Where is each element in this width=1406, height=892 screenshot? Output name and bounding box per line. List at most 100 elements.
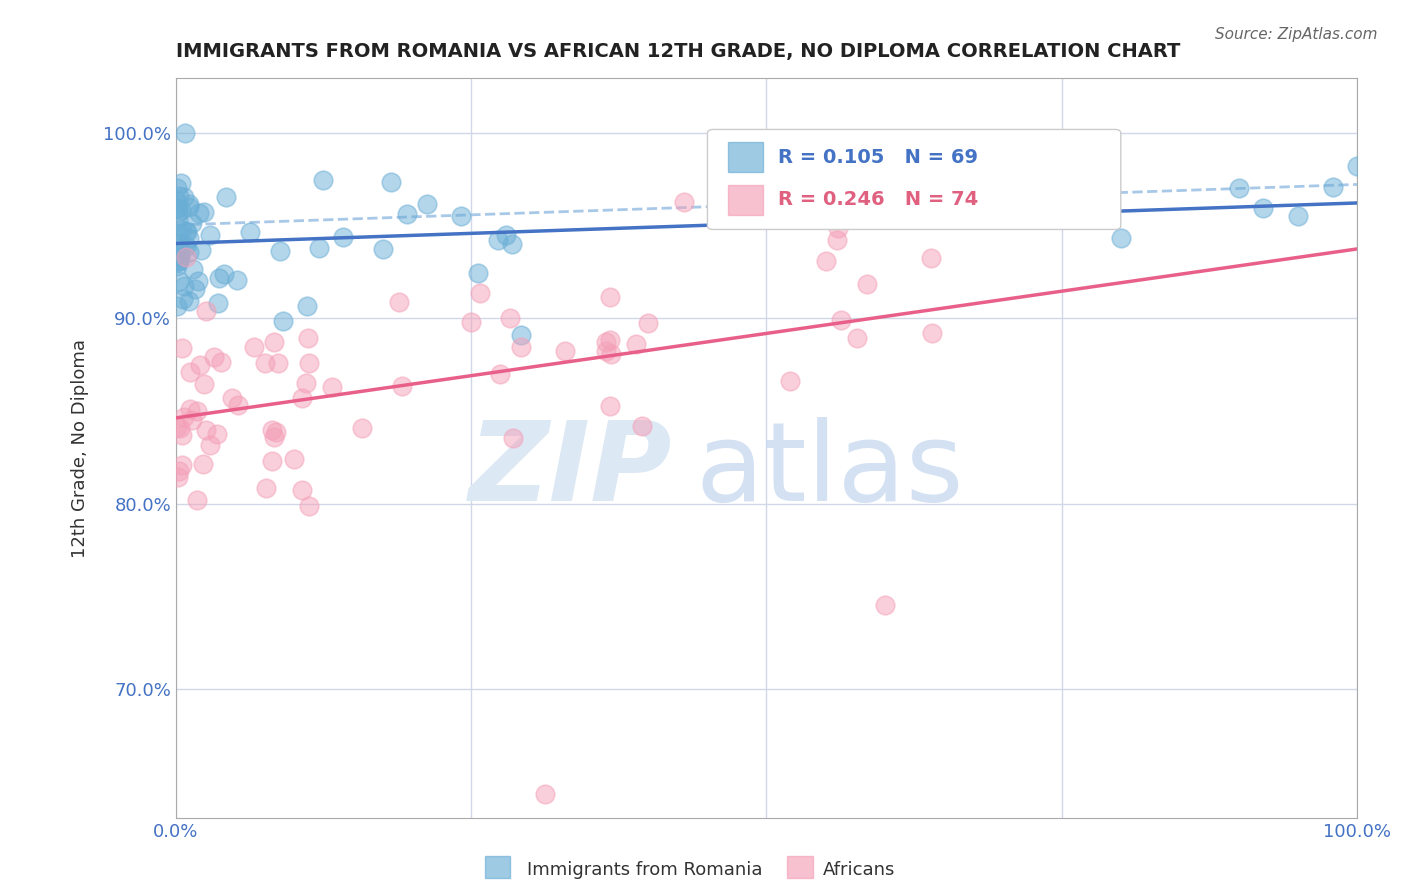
Point bbox=[166, 194, 188, 209]
Point bbox=[214, 190, 236, 204]
Point bbox=[205, 427, 228, 442]
Point bbox=[200, 438, 222, 452]
Point bbox=[263, 430, 285, 444]
Point bbox=[631, 418, 654, 433]
Point bbox=[291, 483, 314, 498]
Text: R = 0.105   N = 69: R = 0.105 N = 69 bbox=[779, 148, 979, 167]
Point bbox=[269, 244, 291, 258]
Text: atlas: atlas bbox=[696, 417, 965, 524]
Point bbox=[169, 421, 191, 435]
Point bbox=[510, 340, 533, 354]
Point bbox=[208, 271, 231, 285]
Point bbox=[170, 202, 193, 217]
Point bbox=[920, 251, 942, 265]
Y-axis label: 12th Grade, No Diploma: 12th Grade, No Diploma bbox=[72, 339, 89, 558]
Point bbox=[221, 391, 243, 405]
Point bbox=[193, 377, 215, 392]
Point bbox=[179, 200, 201, 214]
Point bbox=[253, 356, 276, 370]
Point bbox=[167, 213, 190, 227]
Point bbox=[174, 224, 197, 238]
Point bbox=[169, 464, 191, 478]
Point bbox=[332, 229, 354, 244]
Point bbox=[167, 253, 190, 268]
Text: IMMIGRANTS FROM ROMANIA VS AFRICAN 12TH GRADE, NO DIPLOMA CORRELATION CHART: IMMIGRANTS FROM ROMANIA VS AFRICAN 12TH … bbox=[176, 42, 1181, 61]
Point bbox=[672, 195, 695, 210]
Point bbox=[209, 355, 232, 369]
Bar bbox=[727, 185, 763, 215]
Point bbox=[169, 250, 191, 264]
Point bbox=[371, 242, 394, 256]
Point bbox=[167, 189, 190, 203]
Point bbox=[167, 274, 190, 288]
Point bbox=[855, 277, 877, 291]
Point bbox=[921, 326, 943, 341]
Point bbox=[264, 425, 287, 439]
Point bbox=[181, 413, 204, 427]
Point bbox=[1322, 180, 1344, 194]
Point bbox=[166, 227, 188, 241]
Point bbox=[321, 380, 343, 394]
Point bbox=[295, 299, 318, 313]
Point bbox=[298, 500, 321, 514]
Point bbox=[179, 197, 201, 211]
Point bbox=[470, 285, 492, 300]
Point bbox=[467, 266, 489, 280]
Point bbox=[534, 788, 557, 802]
Point bbox=[291, 392, 314, 406]
Point bbox=[260, 454, 283, 468]
Point bbox=[170, 245, 193, 260]
Point bbox=[179, 402, 201, 417]
Point bbox=[183, 282, 205, 296]
Point bbox=[380, 175, 402, 189]
Point bbox=[181, 216, 204, 230]
Point bbox=[179, 365, 201, 379]
Point bbox=[170, 427, 193, 442]
Point bbox=[501, 236, 523, 251]
Point bbox=[166, 299, 188, 313]
Point bbox=[194, 304, 217, 318]
Point bbox=[166, 181, 188, 195]
Point bbox=[599, 333, 621, 347]
Point bbox=[191, 457, 214, 471]
Point bbox=[207, 296, 229, 310]
Point bbox=[1251, 201, 1274, 215]
Point bbox=[263, 335, 285, 350]
Point bbox=[186, 493, 208, 508]
Point bbox=[170, 458, 193, 472]
Point bbox=[350, 421, 373, 435]
Point bbox=[595, 334, 617, 349]
Point bbox=[188, 206, 211, 220]
Point bbox=[273, 314, 295, 328]
Point bbox=[391, 379, 413, 393]
Point bbox=[254, 481, 277, 495]
Point bbox=[183, 261, 205, 276]
Point bbox=[167, 236, 190, 251]
Point bbox=[825, 233, 848, 247]
Point bbox=[172, 223, 194, 237]
Point bbox=[510, 328, 533, 343]
Point bbox=[195, 423, 218, 437]
Point bbox=[187, 274, 209, 288]
Point bbox=[827, 221, 849, 235]
Point bbox=[173, 409, 195, 424]
Point bbox=[170, 341, 193, 355]
Point bbox=[415, 197, 437, 211]
Point bbox=[1346, 160, 1368, 174]
Point bbox=[173, 126, 195, 140]
Point bbox=[460, 315, 482, 329]
Point bbox=[395, 207, 418, 221]
Point bbox=[1109, 231, 1132, 245]
Point bbox=[173, 190, 195, 204]
Point bbox=[814, 253, 837, 268]
Point bbox=[297, 331, 319, 345]
Point bbox=[166, 201, 188, 215]
Point bbox=[872, 198, 894, 212]
Point bbox=[166, 254, 188, 268]
Point bbox=[626, 336, 648, 351]
Point bbox=[172, 292, 194, 306]
Point bbox=[595, 343, 617, 358]
Point bbox=[166, 259, 188, 273]
Point bbox=[176, 225, 198, 239]
Point bbox=[499, 311, 522, 326]
